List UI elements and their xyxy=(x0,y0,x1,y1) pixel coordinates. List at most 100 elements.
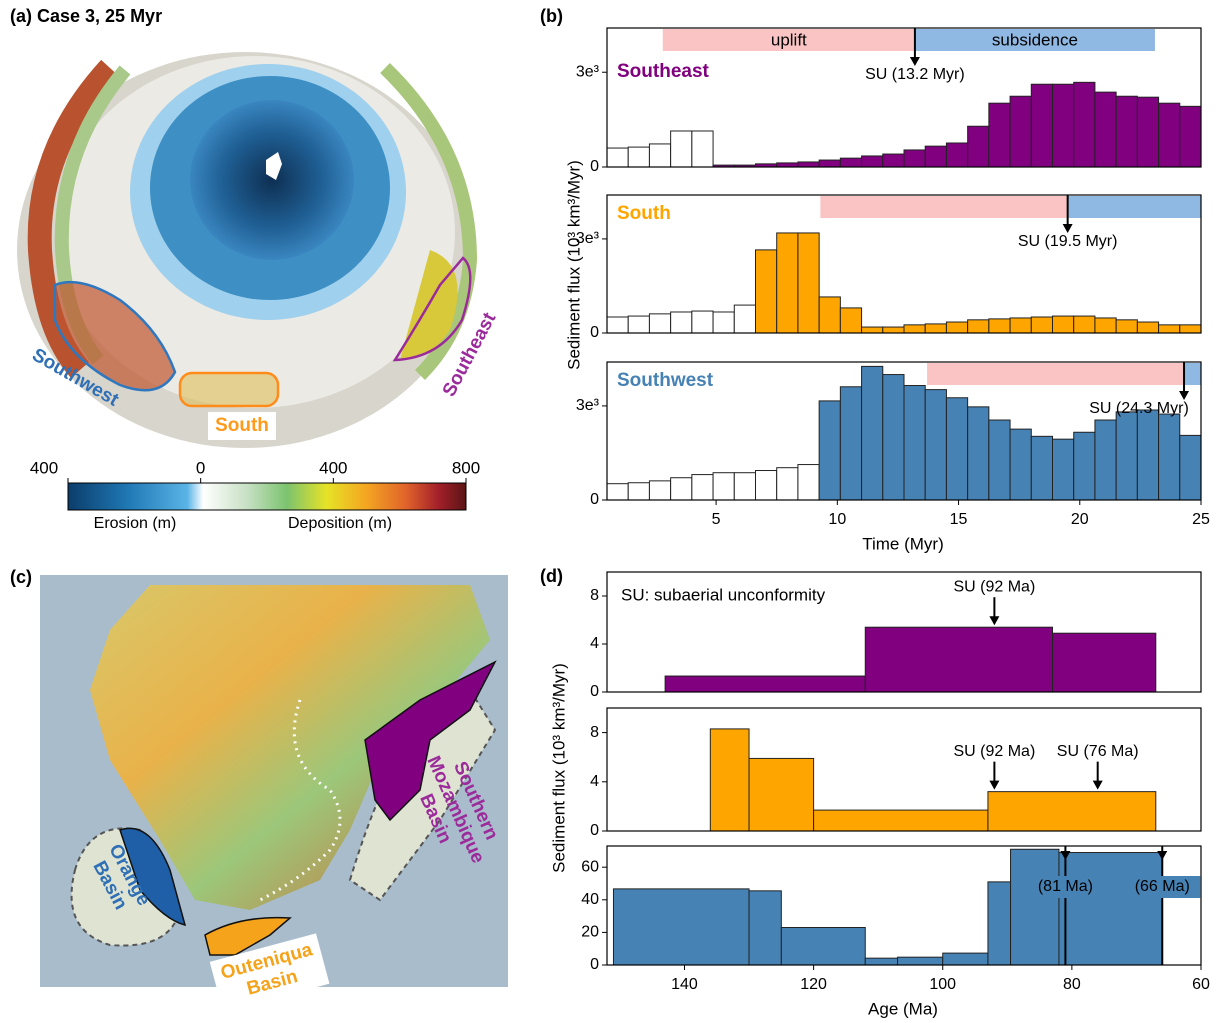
bar xyxy=(1053,439,1074,500)
bar xyxy=(1095,92,1116,167)
panel-a-title: (a) Case 3, 25 Myr xyxy=(10,6,162,26)
colorbar-label: Deposition (m) xyxy=(288,515,392,532)
bar xyxy=(968,407,989,500)
bar xyxy=(946,398,967,500)
plot-area xyxy=(607,29,1201,167)
bar xyxy=(1159,414,1180,500)
bar xyxy=(1137,322,1158,333)
bar xyxy=(1010,429,1031,500)
bar xyxy=(1053,633,1156,692)
y-tick-label: 0 xyxy=(590,491,599,508)
bar xyxy=(840,387,861,500)
bar xyxy=(671,312,692,333)
bar xyxy=(862,156,883,167)
bar xyxy=(1053,84,1074,167)
bar xyxy=(781,928,865,965)
bar xyxy=(798,162,819,167)
bar xyxy=(607,148,628,167)
arrow-head xyxy=(1093,781,1103,790)
bar xyxy=(1159,103,1180,167)
bar xyxy=(840,158,861,167)
annotation-text: SU (92 Ma) xyxy=(953,578,1035,595)
bar xyxy=(1095,318,1116,333)
figure: (a) Case 3, 25 Myr Southwest South South… xyxy=(0,0,1219,1023)
bar xyxy=(734,473,755,500)
bar xyxy=(819,160,840,167)
y-tick-label: 0 xyxy=(590,822,599,839)
bar xyxy=(865,958,897,965)
bar xyxy=(692,475,713,500)
bar xyxy=(1031,84,1052,167)
bar xyxy=(840,308,861,333)
bar xyxy=(749,891,781,965)
x-tick-label: 5 xyxy=(712,511,721,528)
subplot-title: Southeast xyxy=(617,61,710,82)
colorbar-label: Erosion (m) xyxy=(94,515,177,532)
bar xyxy=(898,957,943,965)
bar xyxy=(862,327,883,333)
bar xyxy=(613,889,749,965)
band-label: subsidence xyxy=(992,30,1078,49)
bar xyxy=(968,320,989,333)
bar xyxy=(883,327,904,333)
bar xyxy=(777,163,798,167)
bar xyxy=(692,311,713,333)
phase-band xyxy=(820,196,1067,218)
annotation-text: (81 Ma) xyxy=(1038,878,1093,895)
bar xyxy=(925,324,946,333)
bar xyxy=(1137,410,1158,500)
bar xyxy=(671,131,692,167)
y-tick-label: 3e³ xyxy=(576,230,600,247)
bar xyxy=(904,325,925,333)
bar xyxy=(1159,325,1180,333)
band-label: uplift xyxy=(771,30,807,49)
x-tick-label: 100 xyxy=(929,976,956,993)
bar xyxy=(1074,82,1095,167)
y-axis-label: Sediment flux (10³ km³/Myr) xyxy=(564,160,583,370)
bar xyxy=(1180,106,1201,167)
annotation-text: SU (92 Ma) xyxy=(953,743,1035,760)
bar xyxy=(749,758,814,831)
annotation-text: SU (19.5 Myr) xyxy=(1018,233,1118,250)
bar xyxy=(1053,316,1074,333)
annotation-text: SU (76 Ma) xyxy=(1057,743,1139,760)
subplot-title: South xyxy=(617,203,671,224)
y-tick-label: 40 xyxy=(581,891,599,908)
bar xyxy=(1031,317,1052,333)
annotation: SU (92 Ma) xyxy=(953,743,1035,790)
bar xyxy=(862,366,883,500)
phase-band xyxy=(927,363,1184,385)
bar xyxy=(988,792,1156,831)
plot-area xyxy=(613,849,1162,965)
bar xyxy=(649,481,670,500)
bar xyxy=(989,420,1010,500)
y-tick-label: 0 xyxy=(590,683,599,700)
bar xyxy=(943,953,988,965)
arrow-head xyxy=(989,616,999,625)
bar xyxy=(819,297,840,333)
bar xyxy=(883,154,904,167)
annotation-text: SU (24.3 Myr) xyxy=(1089,400,1189,417)
y-tick-label: 8 xyxy=(590,724,599,741)
panel-c: (c) OrangeBasin OuteniquaBasin SouthernM… xyxy=(10,567,509,1012)
y-tick-label: 20 xyxy=(581,924,599,941)
phase-band xyxy=(1068,196,1201,218)
bar xyxy=(968,126,989,167)
x-tick-label: 120 xyxy=(800,976,827,993)
bar xyxy=(814,810,988,831)
bar xyxy=(734,305,755,333)
colorbar-tick-label: 800 xyxy=(452,458,480,477)
bar xyxy=(1095,420,1116,500)
bar xyxy=(1074,316,1095,333)
x-tick-label: 15 xyxy=(950,511,968,528)
bar xyxy=(628,483,649,500)
bar xyxy=(819,401,840,500)
colorbar xyxy=(68,483,466,510)
bar xyxy=(756,471,777,500)
bar xyxy=(904,150,925,167)
bar xyxy=(1180,325,1201,333)
x-tick-label: 60 xyxy=(1192,976,1210,993)
arrow-head xyxy=(1179,391,1189,400)
plot-area xyxy=(665,627,1156,692)
phase-band xyxy=(1184,363,1201,385)
